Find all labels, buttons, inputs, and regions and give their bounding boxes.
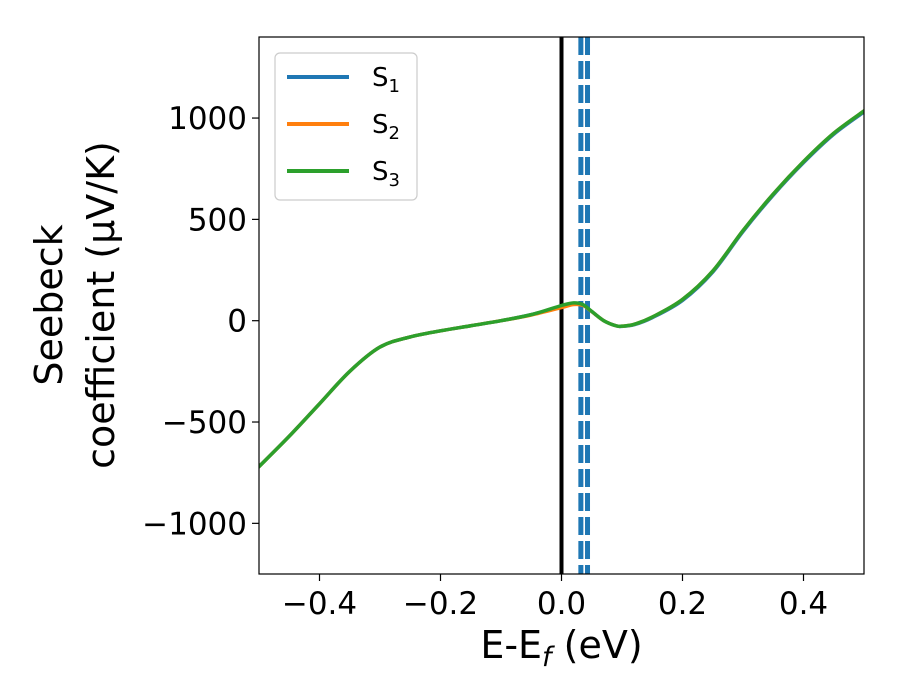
legend-label-sub: 3: [389, 170, 400, 191]
y-tick-label: −500: [162, 405, 247, 441]
x-tick-label: −0.4: [282, 586, 357, 622]
x-tick-label: −0.2: [403, 586, 478, 622]
series-line-s3: [259, 109, 864, 469]
legend-label-1: S1: [372, 63, 400, 97]
y-axis-label-line2: coefficient (μV/K): [79, 141, 123, 469]
y-axis-label-line1: Seebeck: [27, 224, 71, 385]
x-tick-label: 0.2: [658, 586, 707, 622]
legend-label-3: S3: [372, 157, 400, 191]
axes-layer: −0.4 −0.2 0.0 0.2 0.4 −1000 −500 0 500 1000 E-Ef (…: [27, 36, 865, 673]
x-tick-label: 0.4: [779, 586, 828, 622]
legend-label-sub: 1: [389, 76, 400, 97]
legend-label-main: S: [372, 63, 389, 93]
y-axis-label: Seebeck coefficient (μV/K): [27, 141, 123, 469]
y-tick-label: 1000: [168, 101, 247, 137]
legend-label-main: S: [372, 157, 389, 187]
legend-label-sub: 2: [389, 123, 400, 144]
x-axis-label: E-Ef (eV): [480, 623, 642, 673]
y-tick-label: 500: [188, 202, 247, 238]
y-tick-label: 0: [227, 304, 247, 340]
legend-label-main: S: [372, 110, 389, 140]
plot-layer: [259, 37, 864, 574]
x-axis-label-main: E-E: [480, 623, 542, 667]
legend-box: [274, 52, 418, 201]
y-tick-label: −1000: [142, 506, 247, 542]
x-tick-label: 0.0: [537, 586, 586, 622]
x-axis-label-rest: (eV): [552, 623, 643, 667]
legend-label-2: S2: [372, 110, 400, 144]
plot-area: [259, 37, 864, 574]
